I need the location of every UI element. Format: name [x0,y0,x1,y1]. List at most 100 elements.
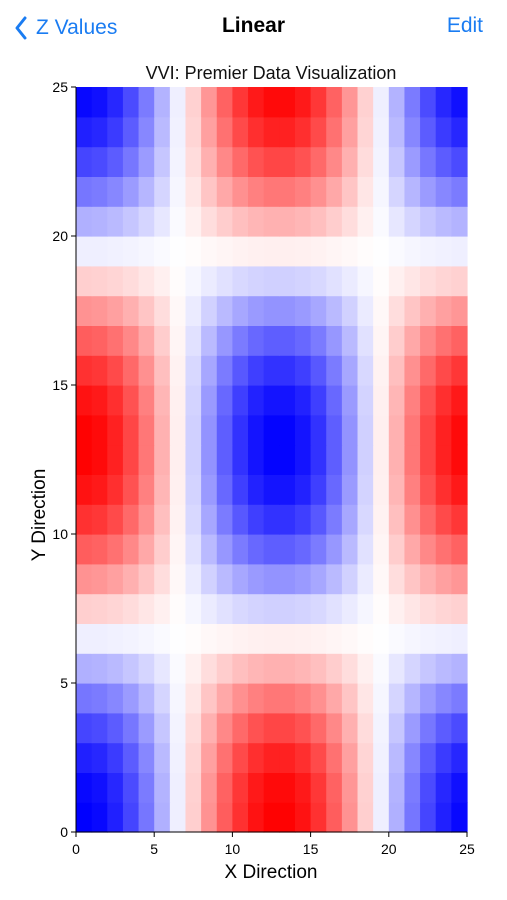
heatmap-cell [91,236,108,267]
heatmap-cell [201,414,218,446]
heatmap-cell [154,355,171,386]
heatmap-cell [232,444,249,475]
heatmap-cell [310,295,327,326]
heatmap-cell [232,87,249,118]
heatmap-cell [263,206,280,237]
heatmap-cell [404,295,421,326]
heatmap-cell [154,742,171,773]
heatmap-cell [326,265,343,297]
heatmap-cell [169,653,187,684]
heatmap-cell [185,87,202,118]
heatmap-cell [294,355,312,386]
heatmap-cell [404,206,421,237]
x-tick-label: 0 [72,841,80,857]
heatmap-cell [451,444,468,475]
heatmap-cell [263,802,280,833]
heatmap-cell [263,772,280,803]
heatmap-cell [294,683,312,714]
heatmap-cell [310,385,327,416]
heatmap-cell [373,295,390,326]
heatmap-cell [169,116,187,148]
heatmap-cell [388,742,406,773]
heatmap-cell [294,206,312,237]
heatmap-cell [154,712,171,744]
heatmap-cell [107,534,124,565]
heatmap-cell [263,146,280,177]
heatmap-cell [248,683,265,714]
heatmap-cell [357,87,374,118]
heatmap-cell [404,504,421,535]
heatmap-cell [232,593,249,624]
heatmap-cell [404,414,421,446]
heatmap-cell [169,563,187,595]
heatmap-cell [216,355,233,386]
heatmap-cell [341,653,359,684]
heatmap-cell [263,742,280,773]
heatmap-cell [263,116,280,148]
heatmap-cell [169,534,187,565]
heatmap-cell [310,414,327,446]
heatmap-cell [435,295,452,326]
heatmap-cell [91,385,108,416]
back-button[interactable]: Z Values [14,12,117,44]
heatmap-cell [294,414,312,446]
heatmap-cell [201,295,218,326]
heatmap-cell [451,206,468,237]
heatmap-cell [294,653,312,684]
heatmap-cell [279,742,296,773]
heatmap-cell [185,206,202,237]
heatmap-cell [185,325,202,356]
heatmap-cell [169,385,187,416]
heatmap-cell [435,414,452,446]
y-axis-label: Y Direction [29,469,50,562]
heatmap-cell [373,146,390,177]
heatmap-cell [310,653,327,684]
heatmap-cell [216,385,233,416]
heatmap-cell [310,593,327,624]
heatmap-cell [107,176,124,207]
heatmap-cell [279,87,296,118]
heatmap-cell [107,146,124,177]
heatmap-cell [122,265,140,297]
heatmap-cell [232,802,249,833]
heatmap-cell [138,534,155,565]
heatmap-cell [232,414,249,446]
heatmap-cell [404,444,421,475]
heatmap-cell [232,563,249,595]
heatmap-cell [279,444,296,475]
heatmap-cell [107,712,124,744]
heatmap-cell [373,742,390,773]
heatmap-cell [248,385,265,416]
heatmap-cell [154,593,171,624]
heatmap-cell [279,265,296,297]
heatmap-cell [279,116,296,148]
heatmap-cell [185,385,202,416]
heatmap-cell [76,474,93,505]
heatmap-cell [263,534,280,565]
heatmap-cell [341,414,359,446]
heatmap-cell [326,534,343,565]
chevron-left-icon [15,16,27,40]
heatmap-cell [294,385,312,416]
heatmap-cell [341,265,359,297]
heatmap-cell [107,206,124,237]
heatmap-cell [185,295,202,326]
heatmap-cell [310,236,327,267]
heatmap-cell [420,385,437,416]
heatmap-cell [91,593,108,624]
heatmap-cell [201,265,218,297]
heatmap-cell [138,772,155,803]
heatmap-cell [310,146,327,177]
heatmap-cell [435,772,452,803]
heatmap-cell [169,295,187,326]
heatmap-cell [107,504,124,535]
heatmap-cell [232,355,249,386]
heatmap-cell [185,712,202,744]
heatmap-cell [76,623,93,654]
edit-button[interactable]: Edit [446,14,483,37]
heatmap-cell [451,563,468,595]
heatmap-cell [451,712,468,744]
heatmap-cell [451,534,468,565]
heatmap-cell [138,623,155,654]
heatmap-cell [216,414,233,446]
